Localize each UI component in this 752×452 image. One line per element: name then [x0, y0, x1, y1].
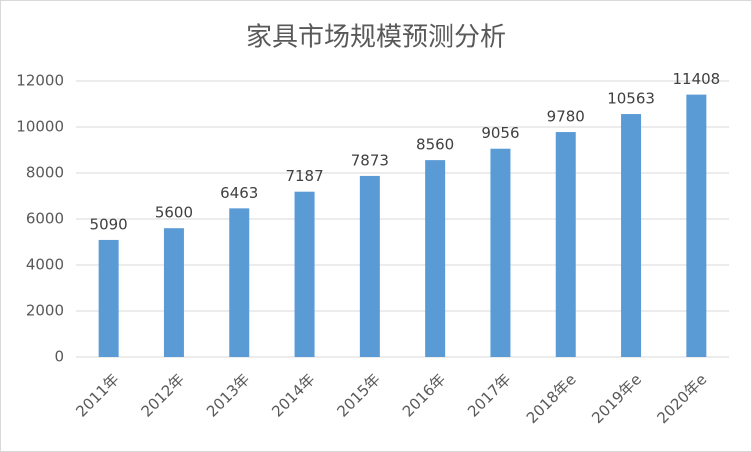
data-label: 5090: [90, 215, 128, 233]
bar: [555, 132, 576, 357]
data-label: 8560: [416, 136, 454, 154]
bar: [621, 114, 642, 358]
data-label: 5600: [155, 204, 193, 222]
y-tick-label: 10000: [16, 118, 64, 136]
bar: [98, 239, 119, 357]
y-tick-label: 4000: [26, 256, 64, 274]
data-label: 9056: [481, 124, 519, 142]
data-label: 10563: [607, 90, 655, 108]
y-tick-label: 2000: [26, 302, 64, 320]
data-label: 7187: [285, 167, 323, 185]
y-tick-label: 12000: [16, 72, 64, 90]
y-tick-label: 6000: [26, 210, 64, 228]
y-tick-label: 0: [54, 348, 64, 366]
bar: [686, 94, 707, 357]
bar: [294, 191, 315, 357]
bar: [490, 148, 511, 357]
data-label: 11408: [672, 70, 720, 88]
y-tick-label: 8000: [26, 164, 64, 182]
data-label: 7873: [351, 151, 389, 169]
bar: [163, 228, 184, 357]
bar: [425, 160, 446, 357]
bar: [229, 208, 250, 357]
chart-title: 家具市场规模预测分析: [246, 23, 506, 53]
data-label: 6463: [220, 184, 258, 202]
data-label: 9780: [547, 108, 585, 126]
bar: [359, 175, 380, 357]
